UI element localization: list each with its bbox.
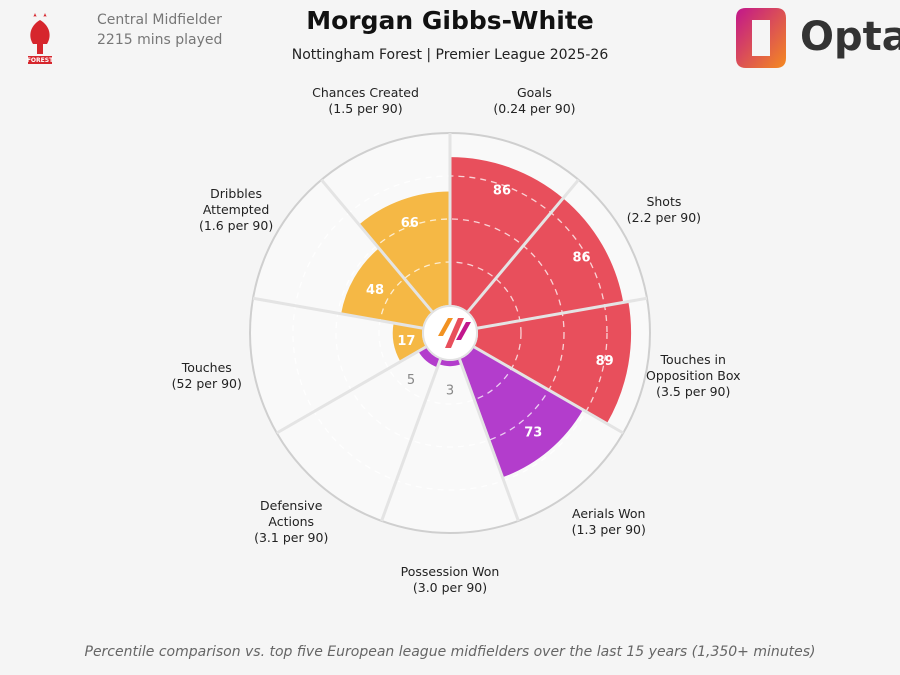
per-90-label: (1.3 per 90) xyxy=(571,522,646,538)
category-name: Shots xyxy=(646,193,682,209)
value-label: 86 xyxy=(493,184,511,199)
category-label: Chances Created (1.5 per 90) xyxy=(301,85,431,117)
sector-divider xyxy=(276,345,427,435)
player-info: Central Midfielder 2215 mins played xyxy=(97,10,222,50)
per-90-label: (1.5 per 90) xyxy=(328,100,403,116)
category-name: Defensive Actions xyxy=(260,498,323,530)
sector-divider xyxy=(458,358,520,522)
per-90-label: (52 per 90) xyxy=(171,375,242,391)
value-label: 3 xyxy=(446,384,454,399)
value-label: 86 xyxy=(573,251,591,266)
chart-title: Morgan Gibbs-White xyxy=(306,6,594,35)
bar xyxy=(418,347,441,368)
bar xyxy=(474,301,632,424)
chart-subtitle: Nottingham Forest | Premier League 2025-… xyxy=(291,47,609,63)
bar xyxy=(392,323,426,362)
bar xyxy=(341,248,433,329)
category-name: Possession Won xyxy=(400,564,500,579)
per-90-label: (1.6 per 90) xyxy=(198,217,274,233)
value-label: 17 xyxy=(397,334,415,349)
per-90-label: (3.1 per 90) xyxy=(254,530,329,546)
brand-logo xyxy=(736,8,786,68)
grid-line xyxy=(335,218,565,448)
bar xyxy=(467,198,624,329)
value-label: 5 xyxy=(407,373,415,388)
center-logo xyxy=(422,305,478,361)
bar xyxy=(438,359,462,367)
per-90-label: (0.24 per 90) xyxy=(493,100,576,116)
category-name: Goals xyxy=(516,84,552,100)
category-name: Dribbles Attempted xyxy=(202,185,270,217)
per-90-label: (2.2 per 90) xyxy=(626,209,702,225)
brand-name: Opta xyxy=(800,14,900,60)
value-label: 48 xyxy=(366,283,384,298)
minutes: 2215 mins played xyxy=(97,32,223,48)
category-label: Shots (2.2 per 90) xyxy=(624,194,704,226)
category-label: Dribbles Attempted (1.6 per 90) xyxy=(195,186,277,234)
category-label: Touches in Opposition Box (3.5 per 90) xyxy=(639,352,747,400)
per-90-label: (3.5 per 90) xyxy=(656,383,731,399)
value-label: 66 xyxy=(401,216,419,231)
category-name: Touches xyxy=(181,359,232,375)
category-name: Aerials Won xyxy=(572,506,646,522)
bar xyxy=(459,347,583,478)
category-label: Possession Won (3.0 per 90) xyxy=(385,564,515,596)
category-name: Chances Created xyxy=(312,84,419,100)
sector-divider xyxy=(477,296,648,330)
category-label: Touches (52 per 90) xyxy=(157,360,257,392)
sector-divider xyxy=(252,296,423,330)
sector-divider xyxy=(466,178,580,313)
club-crest xyxy=(28,13,52,64)
value-label: 89 xyxy=(596,354,614,369)
position: Central Midfielder xyxy=(97,12,222,28)
category-label: Aerials Won (1.3 per 90) xyxy=(559,506,659,538)
category-label: Goals (0.24 per 90) xyxy=(479,85,589,117)
sector-divider xyxy=(473,345,624,435)
value-label: 73 xyxy=(524,426,542,441)
footnote: Percentile comparison vs. top five Europ… xyxy=(84,644,816,660)
category-name: Touches in Opposition Box xyxy=(645,351,741,383)
bar xyxy=(359,191,450,312)
category-label: Defensive Actions (3.1 per 90) xyxy=(250,498,332,546)
sector-divider xyxy=(320,178,434,313)
sector-divider xyxy=(380,358,442,522)
per-90-label: (3.0 per 90) xyxy=(412,580,488,595)
crest-text: FOREST xyxy=(27,57,54,64)
